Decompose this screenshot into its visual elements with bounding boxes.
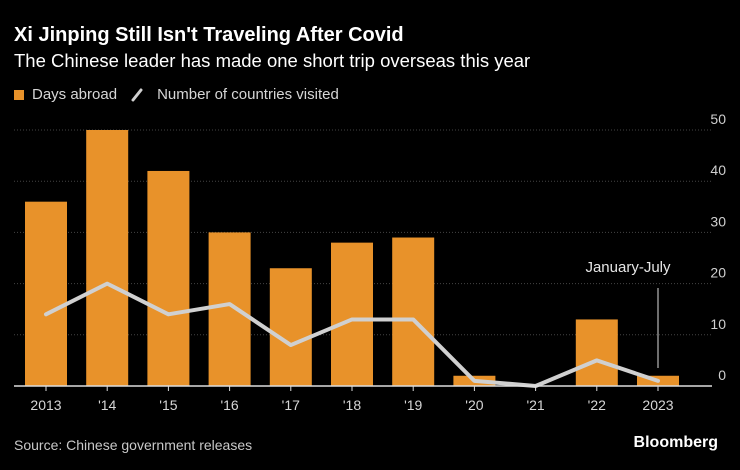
line-series bbox=[44, 281, 660, 388]
x-tick-label: '14 bbox=[98, 397, 116, 413]
x-tick-label: '19 bbox=[404, 397, 422, 413]
x-tick-label: '21 bbox=[526, 397, 544, 413]
bar bbox=[392, 237, 435, 386]
legend-label-countries: Number of countries visited bbox=[157, 86, 339, 103]
y-tick-label: 0 bbox=[718, 367, 726, 383]
x-tick-label: '18 bbox=[343, 397, 361, 413]
legend-label-days-abroad: Days abroad bbox=[32, 86, 118, 103]
bar bbox=[25, 201, 67, 386]
bloomberg-logo: Bloomberg bbox=[633, 434, 718, 451]
bar bbox=[575, 319, 618, 386]
bar bbox=[331, 242, 373, 386]
source-note: Source: Chinese government releases bbox=[14, 437, 253, 453]
x-tick-label: 2023 bbox=[642, 397, 673, 413]
x-tick-label: '22 bbox=[588, 397, 606, 413]
line-swatch-icon bbox=[131, 88, 143, 101]
x-tick-label: '17 bbox=[282, 397, 300, 413]
x-tick-label: 2013 bbox=[30, 397, 61, 413]
bar bbox=[269, 268, 312, 386]
chart-area: 0 10 20 30 40 50 2013 '14 '15 '16 '17 '18 '19 '20 '21… bbox=[14, 111, 726, 413]
annotation-label: January-July bbox=[585, 259, 671, 276]
legend-item-countries: Number of countries visited bbox=[131, 86, 339, 103]
x-tick-label: '20 bbox=[465, 397, 483, 413]
x-axis: 2013 '14 '15 '16 '17 '18 '19 '20 '21 '22 2023 bbox=[14, 385, 712, 413]
y-tick-label: 40 bbox=[710, 162, 726, 178]
bar-series bbox=[25, 130, 679, 386]
y-tick-label: 30 bbox=[710, 213, 726, 229]
y-tick-label: 50 bbox=[710, 111, 726, 127]
x-tick-label: '16 bbox=[220, 397, 238, 413]
chart-title: Xi Jinping Still Isn't Traveling After C… bbox=[14, 24, 404, 46]
legend-item-days-abroad: Days abroad bbox=[14, 86, 117, 103]
bar bbox=[208, 232, 251, 386]
bar-swatch-icon bbox=[14, 89, 24, 100]
y-tick-label: 20 bbox=[710, 265, 726, 281]
chart-subtitle: The Chinese leader has made one short tr… bbox=[14, 50, 531, 71]
legend: Days abroad Number of countries visited bbox=[14, 86, 353, 103]
countries-line bbox=[44, 281, 660, 388]
y-tick-label: 10 bbox=[710, 316, 726, 332]
bar bbox=[147, 170, 190, 386]
x-tick-label: '15 bbox=[159, 397, 177, 413]
annotation: January-July bbox=[585, 259, 671, 368]
bar bbox=[86, 130, 129, 386]
